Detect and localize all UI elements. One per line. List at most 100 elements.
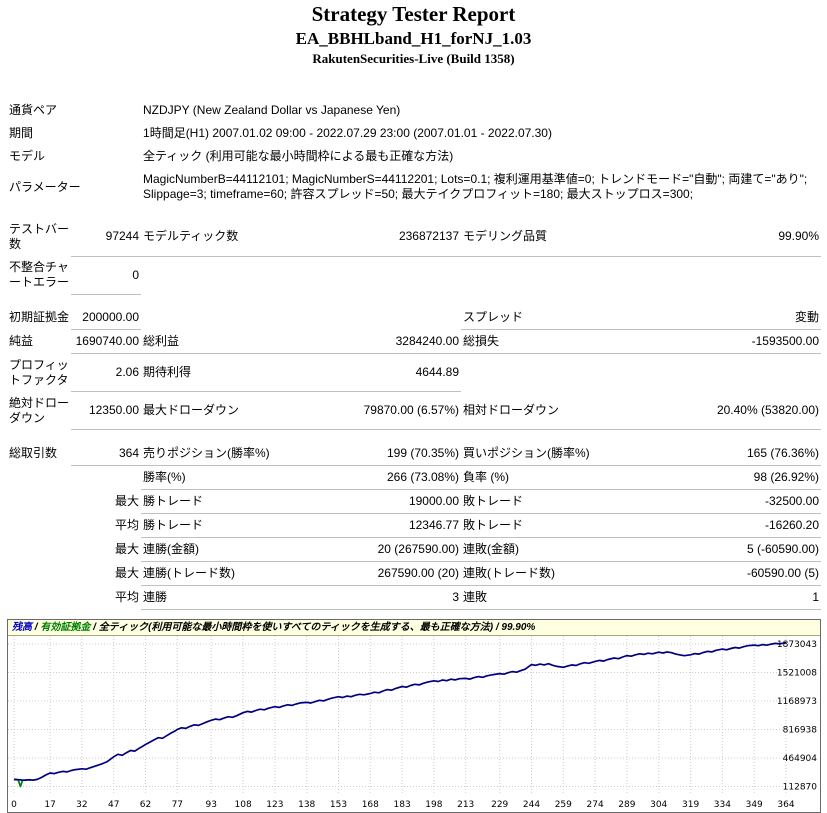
table-row-period: 期間 1時間足(H1) 2007.01.02 09:00 - 2022.07.2… <box>7 122 821 145</box>
ea-name: EA_BBHLband_H1_forNJ_1.03 <box>295 29 532 48</box>
expected-payoff-value: 4644.89 <box>306 353 462 392</box>
server-build: RakutenSecurities-Live (Build 1358) <box>312 51 515 66</box>
empty-cell <box>141 306 306 330</box>
y-axis-label: 1873043 <box>777 640 817 650</box>
x-axis-label: 93 <box>205 800 216 810</box>
empty-cell <box>626 354 821 392</box>
x-axis-label: 349 <box>746 800 763 810</box>
gross-loss-label: 総損失 <box>461 329 627 354</box>
max-consecutive-losses-money-value: 5 (-60590.00) <box>626 537 822 562</box>
ticks-value: 236872137 <box>306 218 462 257</box>
table-row-avg-consecutive: 平均 連勝 3 連敗 1 <box>7 585 822 610</box>
x-axis-label: 259 <box>555 800 572 810</box>
x-axis-label: 123 <box>266 800 283 810</box>
table-row-consecutive-money: 最大 連勝(金額) 20 (267590.00) 連敗(金額) 5 (-6059… <box>7 537 822 562</box>
expected-payoff-label: 期待利得 <box>141 353 307 392</box>
symbol-label: 通貨ペア <box>9 103 58 117</box>
average-label: 平均 <box>115 589 140 604</box>
spread-value: 変動 <box>626 306 822 330</box>
spread-label: スプレッド <box>461 306 627 330</box>
table-row-profit-factor: プロフィットファクタ 2.06 期待利得 4644.89 <box>7 353 821 392</box>
max-consecutive-wins-count-value: 267590.00 (20) <box>306 561 462 586</box>
largest-profit-trade-label: 勝トレード <box>141 489 307 514</box>
avg-consecutive-losses-value: 1 <box>626 585 822 610</box>
table-row-largest-trade: 最大 勝トレード 19000.00 敗トレード -32500.00 <box>7 489 822 514</box>
short-positions-label: 売りポジション(勝率%) <box>141 441 307 466</box>
profit-factor-value: 2.06 <box>71 353 142 392</box>
x-axis-label: 138 <box>298 800 315 810</box>
max-consecutive-wins-money-value: 20 (267590.00) <box>306 537 462 562</box>
legend-separator: / <box>493 621 502 633</box>
absolute-drawdown-label: 絶対ドローダウン <box>9 395 70 425</box>
empty-cell <box>141 256 821 294</box>
x-axis-label: 17 <box>44 800 55 810</box>
legend-separator: / <box>32 621 41 633</box>
net-profit-value: 1690740.00 <box>71 329 142 354</box>
x-axis-label: 319 <box>682 800 699 810</box>
x-axis-label: 47 <box>108 800 119 810</box>
max-consecutive-wins-money-label: 連勝(金額) <box>141 537 307 562</box>
average-loss-trade-value: -16260.20 <box>626 513 822 538</box>
maximal-drawdown-value: 79870.00 (6.57%) <box>306 391 462 430</box>
spacer-row <box>7 206 821 218</box>
long-positions-value: 165 (76.36%) <box>626 441 822 466</box>
x-axis-label: 0 <box>11 800 17 810</box>
loss-trades-value: 98 (26.92%) <box>626 465 822 490</box>
table-row-drawdown: 絶対ドローダウン 12350.00 最大ドローダウン 79870.00 (6.5… <box>7 391 822 430</box>
gross-loss-value: -1593500.00 <box>626 329 822 354</box>
profit-factor-label: プロフィットファクタ <box>9 357 69 387</box>
spacer-row <box>7 294 821 306</box>
model-label: モデル <box>9 149 46 163</box>
symbol-value: NZDJPY (New Zealand Dollar vs Japanese Y… <box>143 103 401 117</box>
table-row-model: モデル 全ティック (利用可能な最小時間枠による最も正確な方法) <box>7 145 821 168</box>
profit-trades-value: 266 (73.08%) <box>306 465 462 490</box>
x-axis-label: 244 <box>523 800 540 810</box>
x-axis-label: 77 <box>172 800 183 810</box>
max-consecutive-wins-count-label: 連勝(トレード数) <box>141 561 307 586</box>
max-consecutive-losses-count-value: -60590.00 (5) <box>626 561 822 586</box>
x-axis-label: 168 <box>362 800 379 810</box>
empty-cell <box>461 354 626 392</box>
largest-label: 最大 <box>115 493 140 508</box>
legend-separator: / <box>90 621 99 633</box>
loss-trades-label: 負率 (%) <box>461 465 627 490</box>
legend-equity-label: 有効証拠金 <box>40 621 91 633</box>
y-axis-label: 816938 <box>783 725 818 735</box>
avg-consecutive-losses-label: 連敗 <box>461 585 627 610</box>
deposit-label: 初期証拠金 <box>9 310 70 325</box>
period-label: 期間 <box>9 126 34 140</box>
table-row-total-trades: 総取引数 364 売りポジション(勝率%) 199 (70.35%) 買いポジシ… <box>7 441 822 466</box>
table-row-bars: テストバー数 97244 モデルティック数 236872137 モデリング品質 … <box>7 218 822 257</box>
balance-line <box>13 641 787 781</box>
short-positions-value: 199 (70.35%) <box>306 441 462 466</box>
relative-drawdown-label: 相対ドローダウン <box>461 391 627 430</box>
stats-table: 通貨ペア NZDJPY (New Zealand Dollar vs Japan… <box>7 99 822 610</box>
avg-consecutive-wins-label: 連勝 <box>141 585 307 610</box>
deposit-value: 200000.00 <box>71 306 142 330</box>
absolute-drawdown-value: 12350.00 <box>71 391 142 430</box>
quality-value: 99.90% <box>626 218 822 257</box>
gross-profit-label: 総利益 <box>141 329 307 354</box>
largest-profit-trade-value: 19000.00 <box>306 489 462 514</box>
x-axis-label: 108 <box>235 800 252 810</box>
mismatch-value: 0 <box>71 256 142 295</box>
largest-label: 最大 <box>115 541 140 556</box>
table-row-symbol: 通貨ペア NZDJPY (New Zealand Dollar vs Japan… <box>7 99 821 122</box>
mismatch-label: 不整合チャートエラー <box>9 260 70 289</box>
long-positions-label: 買いポジション(勝率%) <box>461 441 627 466</box>
x-axis-label: 304 <box>650 800 667 810</box>
y-axis-label: 464904 <box>783 754 818 764</box>
y-axis-label: 1521008 <box>777 668 817 678</box>
report-header: Strategy Tester Report EA_BBHLband_H1_fo… <box>0 0 827 66</box>
x-axis-label: 32 <box>76 800 87 810</box>
max-consecutive-losses-count-label: 連敗(トレード数) <box>461 561 627 586</box>
table-row-win-rate: 勝率(%) 266 (73.08%) 負率 (%) 98 (26.92%) <box>7 465 822 490</box>
x-axis-label: 289 <box>618 800 635 810</box>
total-trades-value: 364 <box>71 441 142 466</box>
x-axis-label: 364 <box>777 800 794 810</box>
ticks-label: モデルティック数 <box>141 218 307 257</box>
x-axis-label: 229 <box>491 800 508 810</box>
table-row-average-trade: 平均 勝トレード 12346.77 敗トレード -16260.20 <box>7 513 822 538</box>
period-value: 1時間足(H1) 2007.01.02 09:00 - 2022.07.29 2… <box>143 126 552 140</box>
maximal-drawdown-label: 最大ドローダウン <box>141 391 307 430</box>
